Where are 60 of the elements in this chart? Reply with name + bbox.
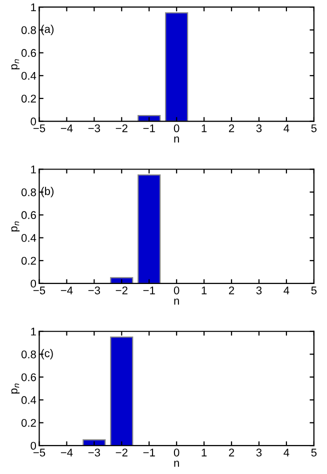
x-tick-label: 2 [228,124,234,132]
y-tick-label: 0.4 [21,234,36,242]
y-tick-label: 0.6 [21,49,36,57]
x-tick-label: 4 [284,448,290,456]
x-tick-label: 2 [228,286,234,294]
y-axis-title: p$_{n}$ [11,384,20,394]
x-tick-label: −5 [33,124,46,132]
x-tick-label: 4 [284,124,290,132]
x-tick-label: 1 [202,124,207,132]
x-tick-label: −3 [88,286,100,294]
x-tick-label: 2 [228,448,234,456]
x-tick-label: −3 [88,124,100,132]
x-axis-title: n [174,298,179,305]
x-tick-label: 3 [256,124,262,132]
y-tick-label: 0.2 [21,256,36,265]
x-tick-label: −2 [116,124,128,132]
x-tick-label: 5 [311,124,317,132]
x-tick-label: −1 [143,448,155,456]
x-tick-label: −4 [60,124,73,132]
y-tick-label: 0 [30,118,36,126]
y-tick-label: 1 [31,166,36,174]
y-tick-label: 0.2 [21,418,36,427]
x-tick-label: 3 [256,286,262,294]
y-tick-label: 0.4 [21,72,36,80]
x-axis-title: n [174,136,179,142]
x-tick-label: 1 [202,448,207,456]
y-axis-title: p$_{n}$ [11,221,20,232]
annotation: (b) [41,186,54,198]
x-tick-label: −5 [33,286,46,294]
x-tick-label: −4 [60,286,73,294]
y-tick-label: 0.4 [21,396,36,404]
x-tick-label: −4 [60,448,73,456]
annotation: (a) [41,24,54,36]
x-tick-label: −5 [33,448,46,456]
x-tick-label: 5 [311,286,317,294]
y-tick-label: 1 [31,328,36,336]
y-tick-label: 1 [31,3,36,12]
x-tick-label: −3 [88,448,100,456]
x-tick-label: 4 [284,286,290,294]
y-axis-title: p$_{n}$ [11,59,20,70]
y-tick-label: 0.6 [21,211,36,220]
x-tick-label: 3 [256,448,262,456]
x-tick-label: −1 [143,286,155,294]
y-tick-label: 0.8 [21,188,36,196]
y-tick-label: 0.6 [21,373,36,382]
annotation: (c) [41,349,53,360]
x-tick-label: 0 [174,286,180,294]
x-tick-label: −2 [116,286,128,294]
x-tick-label: 5 [311,448,317,456]
y-tick-label: 0 [30,280,36,288]
x-tick-label: −1 [143,124,155,132]
y-tick-label: 0 [30,442,36,450]
y-tick-label: 0.2 [21,94,36,103]
x-tick-label: −2 [116,448,128,456]
x-tick-label: 1 [202,286,207,294]
x-tick-label: 0 [174,124,180,132]
x-axis-title: n [174,460,179,467]
y-tick-label: 0.8 [21,26,36,34]
y-tick-label: 0.8 [21,350,36,358]
x-tick-label: 0 [174,448,180,456]
